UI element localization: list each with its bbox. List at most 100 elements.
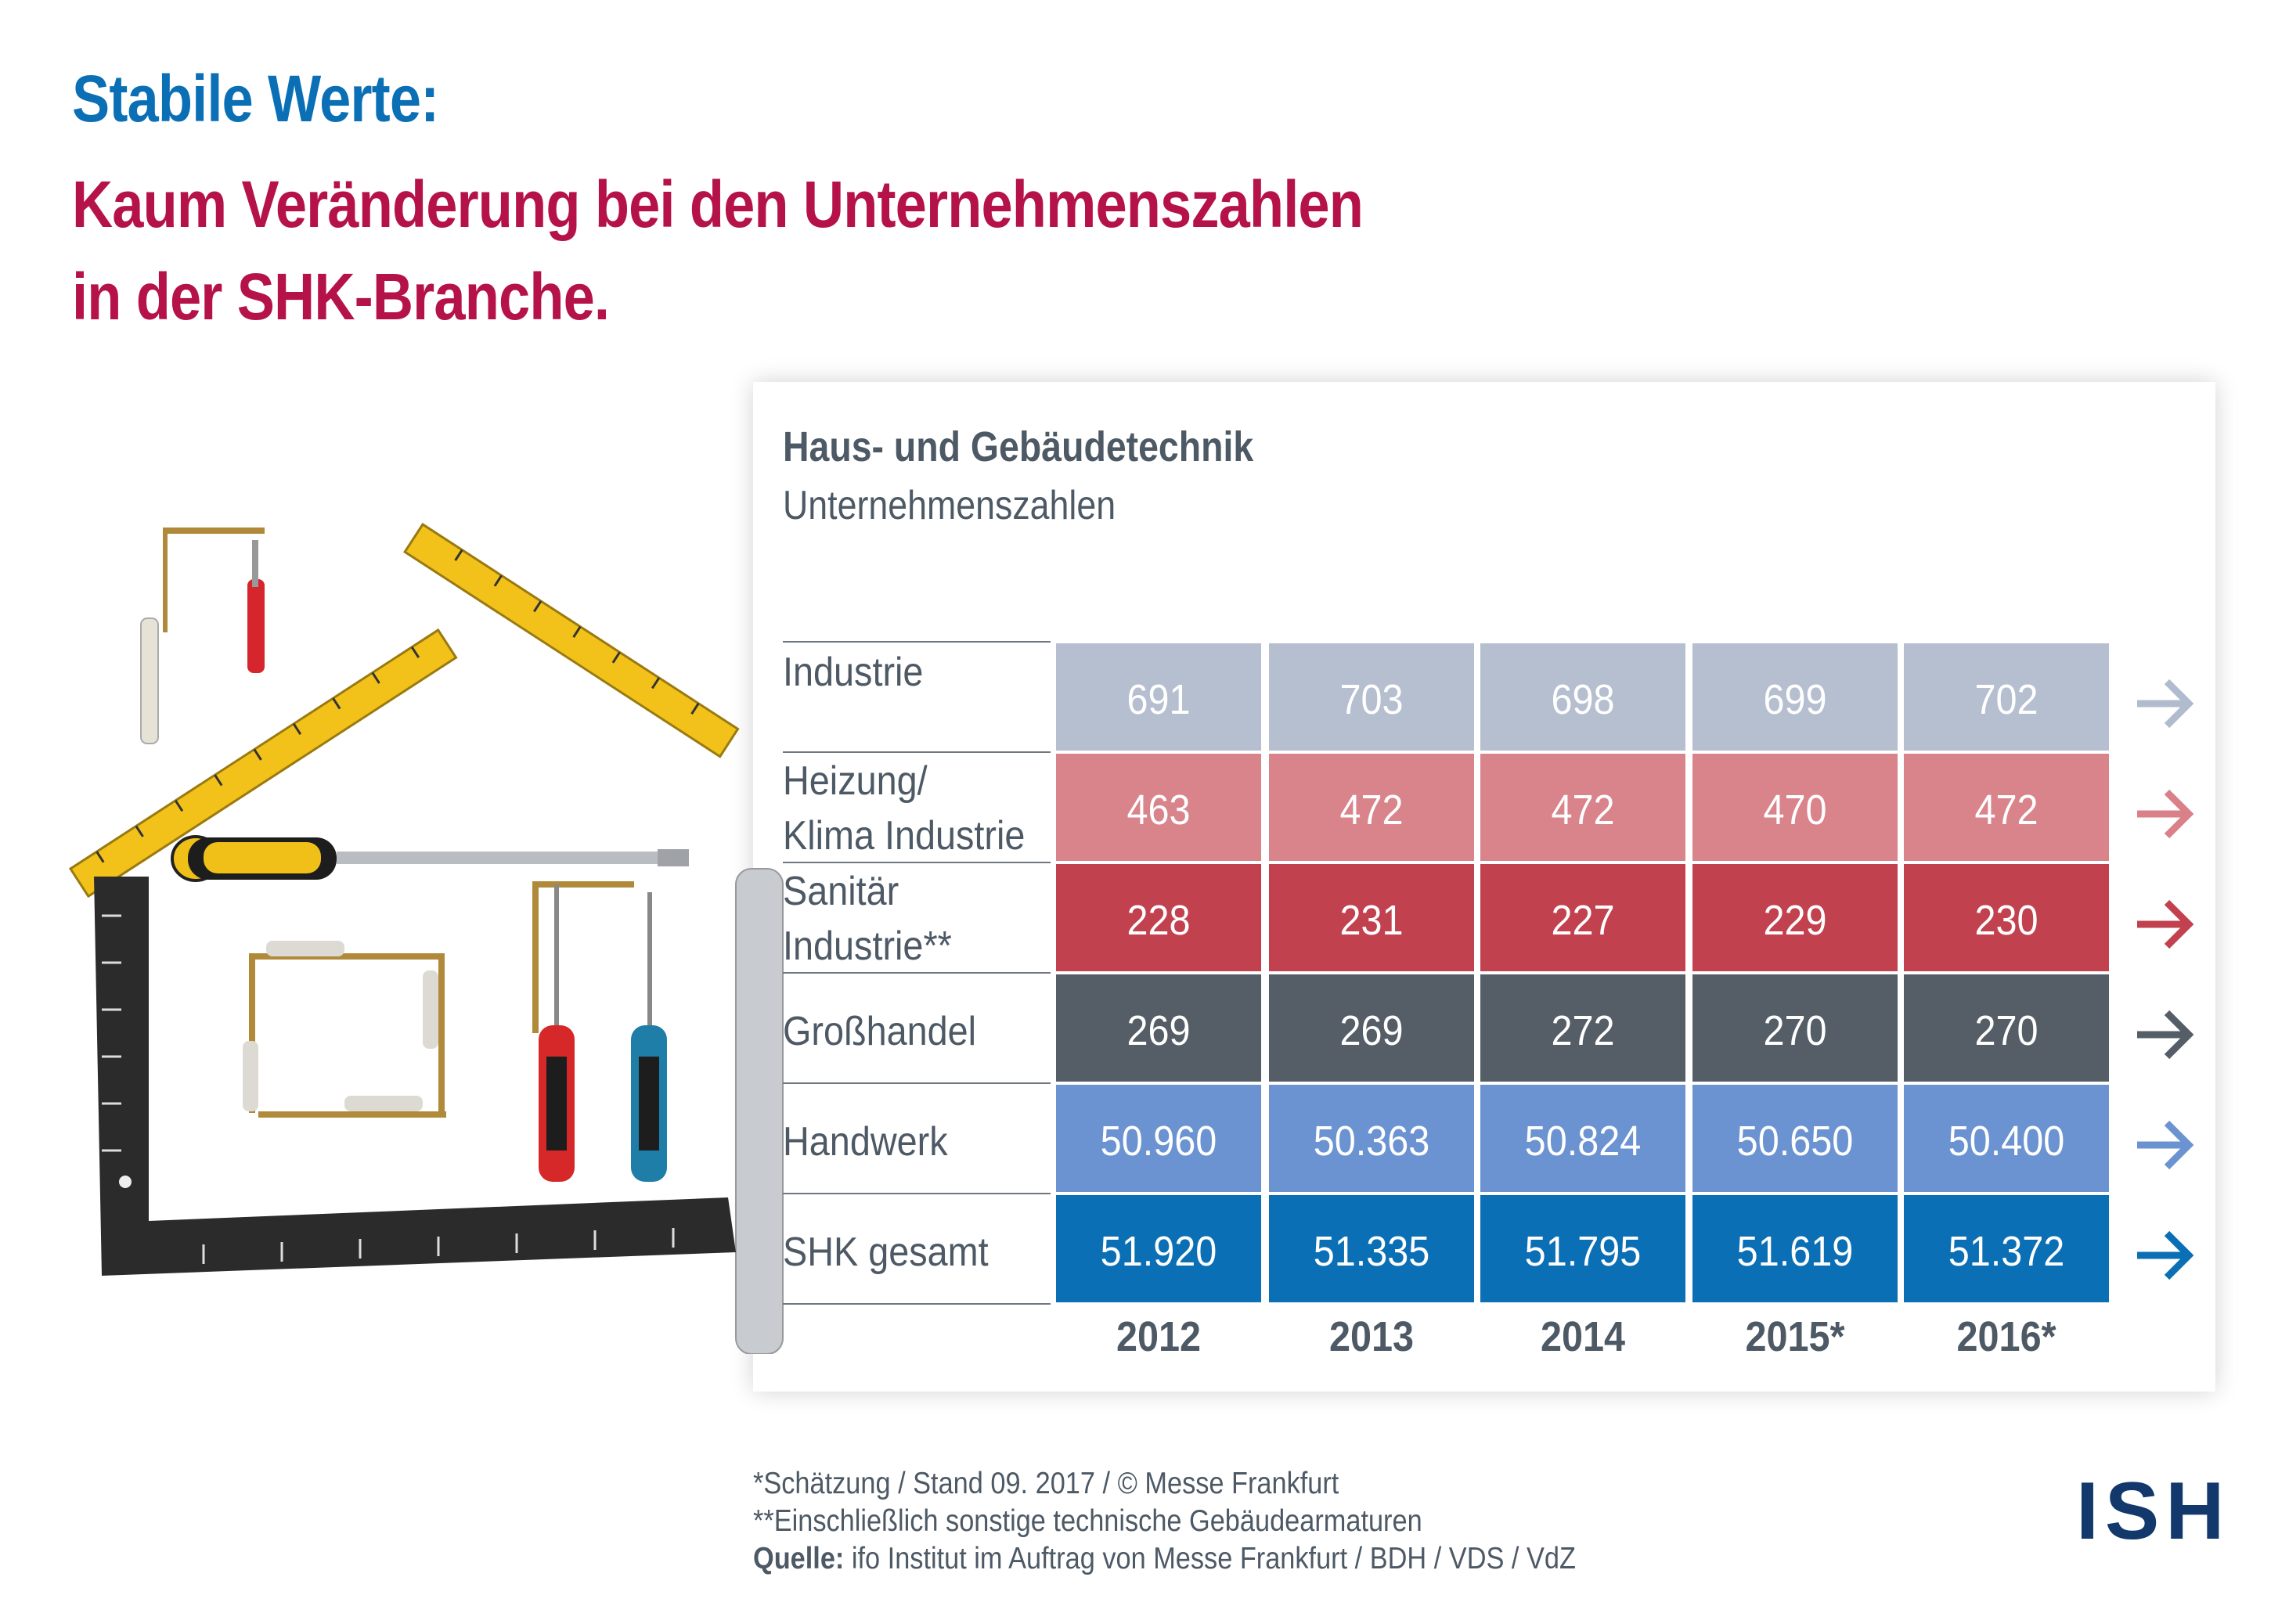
arrow-right-icon [2137, 679, 2194, 729]
cell-value: 51.920 [1101, 1227, 1217, 1275]
table-row-5: Handwerk 50.960 50.363 50.824 50.650 50.400 [783, 1085, 2194, 1194]
table-cell [1904, 1195, 2109, 1302]
cell-value: 51.795 [1525, 1227, 1642, 1275]
row-label: Industrie [783, 650, 923, 695]
cell-value: 50.824 [1525, 1117, 1642, 1165]
title-line-3: in der SHK-Branche. [72, 260, 610, 333]
table-cell [1480, 754, 1685, 861]
table-cell [1056, 1195, 1261, 1302]
year-label: 2012 [1116, 1313, 1201, 1360]
row-label: SHK gesamt [783, 1230, 989, 1275]
cell-value: 472 [1551, 786, 1614, 834]
title-line-2: Kaum Veränderung bei den Unternehmenszah… [72, 167, 1364, 241]
table-cell [1480, 643, 1685, 751]
cell-value: 51.619 [1737, 1227, 1854, 1275]
cell-value: 270 [1763, 1006, 1826, 1054]
row-label-line1: Heizung/ [783, 758, 928, 804]
arrow-right-icon [2137, 789, 2194, 839]
chart-subtitle: Unternehmenszahlen [783, 483, 1116, 528]
row-label-line1: Sanitär [783, 869, 899, 914]
table-row-1: Industrie 691 703 698 699 702 [783, 643, 2194, 753]
title-line-1: Stabile Werte: [72, 62, 439, 135]
table-cell [1269, 864, 1474, 971]
cell-value: 269 [1339, 1006, 1403, 1054]
title-lines: Kaum Veränderung bei den Unternehmenszah… [72, 158, 1364, 343]
table-row-6: SHK gesamt 51.920 51.335 51.795 51.619 51.372 [783, 1195, 2194, 1305]
table-cell [1056, 754, 1261, 861]
table-cell [1692, 864, 1898, 971]
cell-value: 50.363 [1314, 1117, 1430, 1165]
table-cell [1480, 864, 1685, 971]
cell-value: 51.372 [1948, 1227, 2065, 1275]
table-cell [1269, 643, 1474, 751]
cell-value: 470 [1763, 786, 1826, 834]
footer-note-included: **Einschließlich sonstige technische Geb… [753, 1504, 1422, 1538]
footer-notes: *Schätzung / Stand 09. 2017 / © Messe Fr… [753, 1465, 1576, 1578]
cell-value: 272 [1551, 1006, 1614, 1054]
table-cell [1269, 974, 1474, 1082]
table-row-3: Sanitär Industrie** 228 231 227 229 230 [783, 864, 2194, 974]
arrow-head [2164, 1120, 2194, 1170]
house-tools-illustration [68, 522, 784, 1354]
cell-value: 51.335 [1314, 1227, 1430, 1275]
cell-value: 50.400 [1948, 1117, 2065, 1165]
table-row-4: Großhandel 269 269 272 270 270 [783, 974, 2194, 1084]
cell-value: 691 [1126, 675, 1190, 723]
table-cell [1056, 643, 1261, 751]
chart-title: Haus- und Gebäudetechnik [783, 423, 1254, 470]
cell-value: 472 [1974, 786, 2038, 834]
footer-source: Quelle: ifo Institut im Auftrag von Mess… [753, 1540, 1576, 1578]
arrow-right-icon [2137, 1010, 2194, 1060]
table-cell [1269, 1195, 1474, 1302]
year-label: 2015* [1745, 1313, 1844, 1360]
arrow-head [2164, 1010, 2194, 1060]
table-cell [1269, 754, 1474, 861]
table-cell [1692, 1085, 1898, 1192]
arrow-head [2164, 899, 2194, 949]
table-cell [1056, 974, 1261, 1082]
cell-value: 270 [1974, 1006, 2038, 1054]
cell-value: 231 [1339, 896, 1403, 944]
table-row-2: Heizung/Klima Industrie 463 472 472 470 472 [783, 754, 2194, 863]
ish-logo: ISH [2076, 1466, 2231, 1557]
cell-value: 228 [1126, 896, 1190, 944]
table-cell [1480, 1195, 1685, 1302]
table-cell [1692, 974, 1898, 1082]
table-cell [1904, 1085, 2109, 1192]
row-label-line2: Industrie** [783, 924, 952, 969]
cell-value: 229 [1763, 896, 1826, 944]
cell-value: 50.960 [1101, 1117, 1217, 1165]
footer-source-text: ifo Institut im Auftrag von Messe Frankf… [844, 1542, 1576, 1575]
table-cell [1904, 754, 2109, 861]
year-label: 2016* [1956, 1313, 2056, 1360]
arrow-head [2164, 1230, 2194, 1280]
row-label: Handwerk [783, 1119, 948, 1165]
cell-value: 50.650 [1737, 1117, 1854, 1165]
table-cell [1692, 643, 1898, 751]
arrow-head [2164, 679, 2194, 729]
cell-value: 702 [1974, 675, 2038, 723]
table-cell [1692, 754, 1898, 861]
arrow-head [2164, 789, 2194, 839]
footer-source-label: Quelle: [753, 1542, 845, 1575]
cell-value: 472 [1339, 786, 1403, 834]
cell-value: 698 [1551, 675, 1614, 723]
cell-value: 230 [1974, 896, 2038, 944]
table-cell [1269, 1085, 1474, 1192]
row-label: Großhandel [783, 1009, 976, 1054]
table-cell [1904, 974, 2109, 1082]
arrow-right-icon [2137, 1230, 2194, 1280]
footer-note-estimate: *Schätzung / Stand 09. 2017 / © Messe Fr… [753, 1467, 1339, 1500]
cell-value: 227 [1551, 896, 1614, 944]
table-cell [1056, 1085, 1261, 1192]
table-cell [1692, 1195, 1898, 1302]
table-cell [1480, 1085, 1685, 1192]
cell-value: 269 [1126, 1006, 1190, 1054]
year-label: 2013 [1329, 1313, 1414, 1360]
cell-value: 463 [1126, 786, 1190, 834]
table-cell [1480, 974, 1685, 1082]
arrow-right-icon [2137, 1120, 2194, 1170]
table-cell [1056, 864, 1261, 971]
table-cell [1904, 643, 2109, 751]
